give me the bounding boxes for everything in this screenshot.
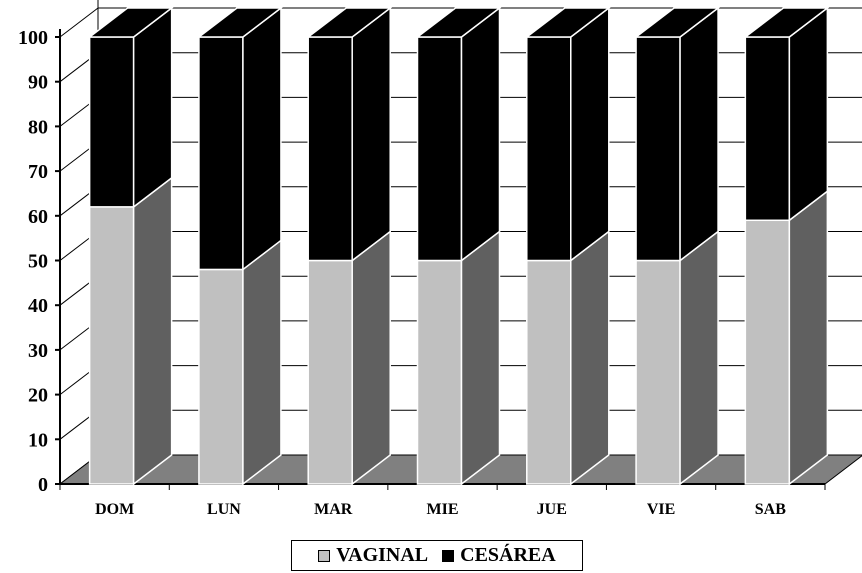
x-tick-labels: DOM LUN MAR MIE JUE VIE SAB [95, 501, 786, 518]
bar-top [196, 7, 284, 38]
y-tick-label: 0 [38, 474, 48, 496]
gridline-diagonal [59, 7, 99, 38]
bar-top [87, 7, 174, 38]
x-tick-label: MIE [427, 501, 459, 518]
bar-side-cesárea [242, 6, 282, 271]
bar-vaginal [635, 259, 681, 485]
bar-vaginal [526, 259, 572, 485]
bar-top [415, 7, 502, 38]
bar-side-vaginal [351, 229, 391, 486]
bar-side-cesárea [679, 6, 719, 263]
y-tick-label: 80 [28, 116, 48, 138]
legend: VAGINAL CESÁREA [291, 540, 583, 571]
y-tick-label: 60 [28, 206, 48, 228]
bar-cesárea [307, 36, 353, 262]
y-tick-label: 70 [28, 161, 48, 183]
bar-side-cesárea [132, 6, 173, 209]
bar-vaginal [307, 259, 353, 485]
y-tick-label: 40 [28, 295, 48, 317]
bar-cesárea [635, 36, 681, 262]
bars [87, 6, 830, 486]
bar-side-vaginal [242, 238, 282, 486]
y-tick-label: 30 [28, 340, 48, 362]
legend-swatch-cesarea [442, 549, 455, 562]
bar-side-vaginal [679, 229, 719, 486]
bar-side-cesárea [788, 6, 829, 222]
legend-item-vaginal: VAGINAL [318, 544, 428, 567]
bar-vaginal [416, 259, 463, 485]
bar-cesárea [744, 36, 791, 222]
bar-side-cesárea [351, 6, 391, 263]
bar-top [743, 7, 830, 38]
x-tick-label: LUN [207, 501, 241, 518]
y-tick-label: 10 [28, 429, 48, 451]
x-tick-label: MAR [314, 501, 353, 518]
y-tick-label: 50 [28, 251, 48, 273]
x-tick-label: SAB [755, 501, 786, 518]
bar-top [524, 7, 612, 38]
bar-top [633, 7, 721, 38]
legend-label-cesarea: CESÁREA [460, 544, 556, 566]
bar-side-vaginal [460, 229, 501, 486]
bar-vaginal [88, 206, 135, 485]
bar-cesárea [88, 36, 135, 208]
y-tick-labels: 0 10 20 30 40 50 60 70 80 90 100 [18, 27, 48, 496]
bar-cesárea [416, 36, 463, 262]
y-tick-label: 100 [18, 27, 48, 49]
y-tick-label: 90 [28, 72, 48, 94]
bar-side-cesárea [460, 6, 501, 263]
bar-side-vaginal [132, 176, 173, 486]
bar-side-vaginal [570, 229, 610, 486]
bar-top [305, 7, 393, 38]
y-tick-label: 20 [28, 385, 48, 407]
bar-side-cesárea [570, 6, 610, 263]
bar-side-vaginal [788, 189, 829, 486]
legend-item-cesarea: CESÁREA [442, 544, 556, 567]
legend-swatch-vaginal [318, 549, 331, 562]
x-tick-label: DOM [95, 501, 134, 518]
x-tick-label: VIE [647, 501, 675, 518]
x-tick-label: JUE [537, 501, 567, 518]
bar-vaginal [198, 268, 244, 485]
bar-cesárea [526, 36, 572, 262]
bar-cesárea [198, 36, 244, 271]
legend-label-vaginal: VAGINAL [336, 544, 429, 566]
bar-vaginal [744, 219, 791, 485]
